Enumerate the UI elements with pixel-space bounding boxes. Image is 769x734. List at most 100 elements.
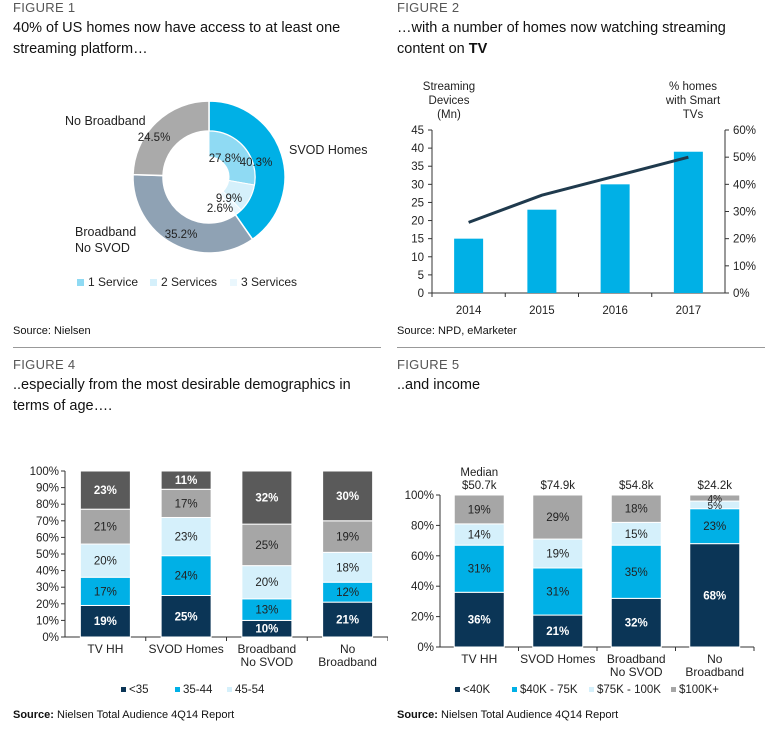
y-tick-label: 0% [42, 632, 59, 644]
bar [527, 209, 557, 293]
segment-value-label: 19% [336, 532, 359, 544]
left-axis-title: Devices [429, 95, 470, 107]
legend-label: 1 Service [88, 275, 138, 289]
legend-label: $40K - 75K [520, 684, 578, 696]
segment-value-label: 21% [546, 626, 569, 638]
donut-outer-slice-1 [132, 173, 254, 254]
left-tick-label: 10 [411, 252, 424, 264]
figure1-panel: FIGURE 1 40% of US homes now have access… [13, 0, 388, 345]
segment-value-label: 25% [175, 611, 198, 623]
segment-value-label: 11% [175, 475, 197, 487]
segment-value-label: 20% [255, 577, 278, 589]
figure2-source: Source: NPD, eMarketer [397, 325, 517, 337]
legend-swatch [121, 687, 126, 692]
figure5-label: FIGURE 5 [397, 357, 460, 372]
left-tick-label: 45 [411, 125, 424, 137]
legend-swatch [77, 279, 84, 286]
stack-segment [79, 508, 131, 545]
donut-category-label: Broadband [75, 225, 136, 239]
legend-label: <35 [129, 684, 149, 696]
x-tick-label: 2017 [676, 305, 702, 317]
stack-segment [79, 604, 131, 638]
figure4-source: Source: Nielsen Total Audience 4Q14 Repo… [13, 709, 234, 721]
legend-label: <40K [463, 684, 491, 696]
segment-value-label: 23% [175, 532, 198, 544]
legend-swatch [671, 687, 676, 692]
segment-value-label: 32% [625, 618, 648, 630]
stack-segment [160, 470, 212, 490]
right-axis-title: % homes [669, 81, 717, 93]
segment-value-label: 23% [703, 521, 726, 533]
x-category-label: SVOD Homes [520, 652, 595, 666]
segment-value-label: 68% [703, 590, 726, 602]
donut-category-label: No SVOD [75, 241, 130, 255]
right-axis-title: TVs [683, 109, 704, 121]
figure5-title: ..and income [397, 377, 481, 393]
segment-value-label: 18% [625, 504, 648, 516]
donut-category-label: No Broadband [65, 114, 146, 128]
donut-outer-value-label: 40.3% [240, 157, 273, 169]
x-category-label: TV HH [461, 652, 497, 666]
segment-value-label: 32% [255, 493, 278, 505]
median-income-label: $54.8k [619, 480, 654, 492]
y-tick-label: 100% [405, 490, 434, 502]
left-tick-label: 30 [411, 179, 424, 191]
figure5-source: Source: Nielsen Total Audience 4Q14 Repo… [397, 709, 618, 721]
figure4-source-text: Nielsen Total Audience 4Q14 Report [53, 709, 235, 721]
median-income-label: $50.7k [462, 480, 497, 492]
segment-value-label: 12% [336, 587, 359, 599]
segment-value-label: 21% [336, 615, 359, 627]
right-tick-label: 40% [733, 179, 756, 191]
figure2-panel: FIGURE 2 …with a number of homes now wat… [397, 0, 769, 345]
legend-swatch [150, 279, 157, 286]
right-tick-label: 0% [733, 288, 750, 300]
legend-label: $100K+ [679, 684, 719, 696]
stack-segment [160, 488, 212, 518]
legend-swatch [512, 687, 517, 692]
left-tick-label: 40 [411, 143, 424, 155]
segment-value-label: 13% [255, 605, 278, 617]
y-tick-label: 80% [411, 520, 434, 532]
legend-swatch [227, 687, 232, 692]
legend-swatch [589, 687, 594, 692]
segment-value-label: 31% [468, 564, 491, 576]
segment-value-label: 18% [336, 562, 359, 574]
stack-segment [689, 508, 741, 545]
figure2-title-bold: TV [468, 41, 488, 57]
right-tick-label: 30% [733, 207, 756, 219]
donut-inner-value-label: 9.9% [216, 193, 242, 205]
y-tick-label: 20% [411, 612, 434, 624]
stack-segment [322, 551, 374, 583]
x-category-label: Broadband [685, 665, 744, 679]
legend-label: 45-54 [235, 684, 265, 696]
median-income-label: $74.9k [540, 480, 575, 492]
legend-swatch [230, 279, 237, 286]
segment-value-label: 21% [94, 522, 117, 534]
x-tick-label: 2015 [529, 305, 555, 317]
legend-label: $75K - 100K [597, 684, 661, 696]
y-tick-label: 60% [36, 532, 59, 544]
stack-segment [160, 555, 212, 597]
x-category-label: No [707, 652, 723, 666]
x-category-label: Broadband [238, 642, 297, 656]
stack-segment [453, 591, 505, 648]
smart-tv-line [468, 155, 689, 224]
donut-inner-slice-2 [219, 190, 242, 216]
stack-segment [453, 544, 505, 593]
donut-inner-slice-0 [208, 130, 256, 186]
segment-value-label: 19% [94, 616, 117, 628]
stack-segment [79, 470, 131, 510]
right-tick-label: 20% [733, 234, 756, 246]
figure4-title: ..especially from the most desirable dem… [13, 377, 351, 414]
figure4-stacked-bar-chart: 0% 10% 20% 30% 40% 50% 60% 70% 80% 90% 100% 19% 17% 2… [30, 466, 388, 696]
y-tick-label: 10% [36, 615, 59, 627]
legend-label: 2 Services [161, 275, 217, 289]
stack-segment [532, 494, 584, 540]
donut-inner-value-label: 2.6% [207, 203, 233, 215]
stack-segment [322, 520, 374, 553]
y-tick-label: 30% [36, 582, 59, 594]
stack-segment [689, 494, 741, 502]
segment-value-label: 24% [175, 571, 198, 583]
segment-value-label: 35% [625, 567, 648, 579]
left-tick-label: 35 [411, 161, 424, 173]
